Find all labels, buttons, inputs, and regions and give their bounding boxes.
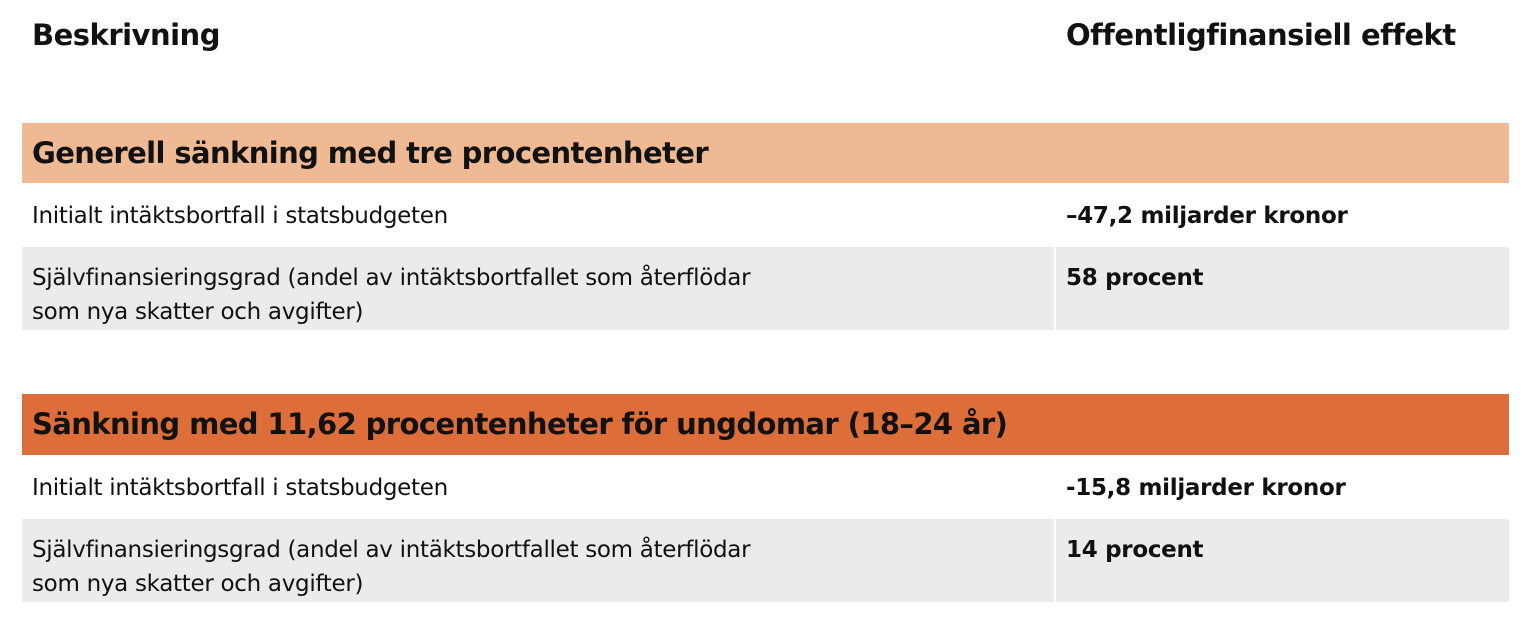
column-divider [1054, 519, 1056, 602]
row-description: Initialt intäktsbortfall i statsbudgeten [32, 475, 448, 501]
table-row: Självfinansieringsgrad (andel av intäkts… [22, 519, 1509, 602]
table-row: Initialt intäktsbortfall i statsbudgeten… [22, 185, 1509, 245]
column-divider [1054, 247, 1056, 330]
row-description: Initialt intäktsbortfall i statsbudgeten [32, 203, 448, 229]
section-header: Generell sänkning med tre procentenheter [22, 123, 1509, 183]
row-description: Självfinansieringsgrad (andel av intäkts… [32, 533, 751, 601]
table-row: Initialt intäktsbortfall i statsbudgeten… [22, 457, 1509, 517]
row-value: –47,2 miljarder kronor [1066, 203, 1348, 229]
row-value: 58 procent [1066, 265, 1204, 291]
column-header-effect: Offentligfinansiell effekt [1066, 18, 1456, 52]
table-row: Självfinansieringsgrad (andel av intäkts… [22, 247, 1509, 330]
row-value: -15,8 miljarder kronor [1066, 475, 1346, 501]
row-description-line: som nya skatter och avgifter) [32, 299, 364, 325]
row-description: Självfinansieringsgrad (andel av intäkts… [32, 261, 751, 329]
row-description-line: som nya skatter och avgifter) [32, 571, 364, 597]
row-description-line: Självfinansieringsgrad (andel av intäkts… [32, 537, 751, 563]
section-title: Generell sänkning med tre procentenheter [32, 136, 709, 170]
row-value: 14 procent [1066, 537, 1204, 563]
column-header-description: Beskrivning [32, 18, 220, 52]
section-header: Sänkning med 11,62 procentenheter för un… [22, 394, 1509, 455]
row-description-line: Självfinansieringsgrad (andel av intäkts… [32, 265, 751, 291]
section-title: Sänkning med 11,62 procentenheter för un… [32, 407, 1008, 441]
